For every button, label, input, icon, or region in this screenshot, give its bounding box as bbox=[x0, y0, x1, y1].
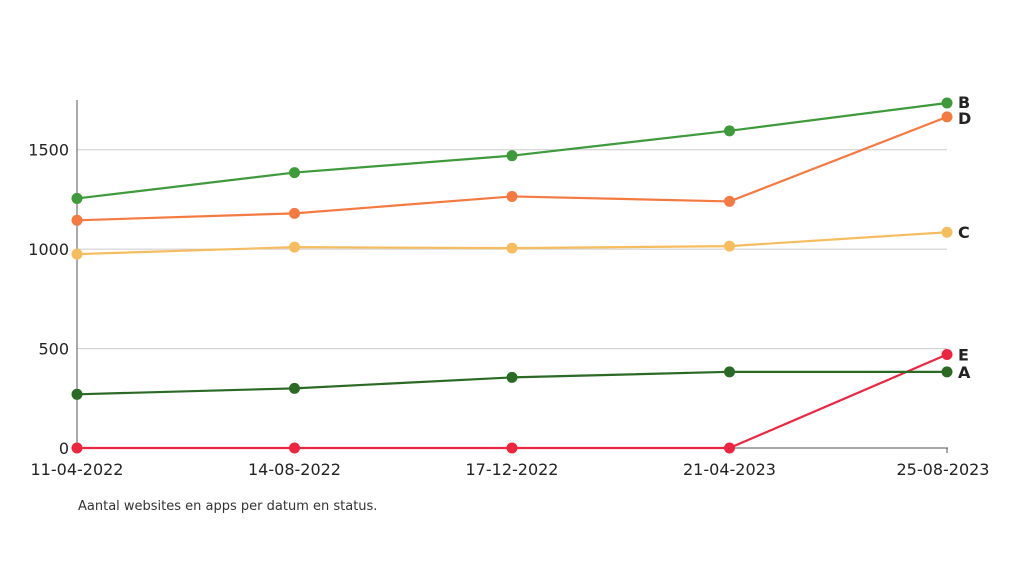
data-point-C bbox=[724, 240, 735, 252]
data-point-C bbox=[289, 241, 300, 253]
y-tick-labels: 0 500 1000 1500 bbox=[28, 141, 69, 458]
data-point-A bbox=[724, 366, 735, 378]
y-tick-label: 1500 bbox=[28, 141, 69, 160]
series-label-A: A bbox=[958, 363, 971, 382]
data-point-C bbox=[71, 248, 83, 260]
chart-caption: Aantal websites en apps per datum en sta… bbox=[78, 499, 378, 514]
data-point-D bbox=[724, 195, 735, 207]
series-label-C: C bbox=[958, 223, 970, 242]
series-A bbox=[71, 366, 953, 400]
data-point-A bbox=[506, 371, 518, 383]
x-tick-label: 11-04-2022 bbox=[31, 460, 124, 479]
x-tick-label: 21-04-2023 bbox=[683, 460, 776, 479]
data-point-A bbox=[289, 382, 300, 394]
data-point-B bbox=[506, 150, 518, 162]
series-line-D bbox=[76, 115, 948, 222]
data-point-E bbox=[71, 442, 83, 454]
data-point-E bbox=[506, 442, 518, 454]
data-point-B bbox=[941, 97, 953, 109]
series-D bbox=[71, 111, 953, 226]
data-point-B bbox=[724, 125, 735, 137]
data-point-E bbox=[941, 349, 953, 361]
data-point-A bbox=[71, 388, 83, 400]
data-point-D bbox=[941, 111, 953, 123]
x-tick-label: 25-08-2023 bbox=[897, 460, 990, 479]
series-C bbox=[71, 226, 953, 260]
data-point-E bbox=[289, 442, 300, 454]
series-line-E bbox=[77, 353, 948, 450]
y-tick-label: 500 bbox=[38, 340, 69, 359]
data-point-D bbox=[506, 190, 518, 202]
y-tick-label: 0 bbox=[59, 439, 69, 458]
data-point-A bbox=[941, 366, 953, 378]
series-label-D: D bbox=[958, 109, 971, 128]
series bbox=[71, 97, 953, 454]
series-label-E: E bbox=[958, 346, 969, 365]
data-point-D bbox=[71, 214, 83, 226]
series-label-B: B bbox=[958, 93, 970, 112]
x-tick-labels: 11-04-2022 14-08-2022 17-12-2022 21-04-2023… bbox=[31, 448, 990, 479]
y-tick-label: 1000 bbox=[28, 240, 69, 259]
data-point-C bbox=[506, 242, 518, 254]
data-point-B bbox=[71, 192, 83, 204]
data-point-C bbox=[941, 226, 953, 238]
data-point-D bbox=[289, 207, 300, 219]
x-tick-label: 14-08-2022 bbox=[248, 460, 341, 479]
series-B bbox=[71, 97, 953, 204]
series-labels: BD C EA bbox=[958, 93, 971, 382]
x-tick-label: 17-12-2022 bbox=[466, 460, 559, 479]
series-E bbox=[71, 349, 953, 454]
data-point-E bbox=[724, 442, 735, 454]
data-point-B bbox=[289, 167, 300, 179]
